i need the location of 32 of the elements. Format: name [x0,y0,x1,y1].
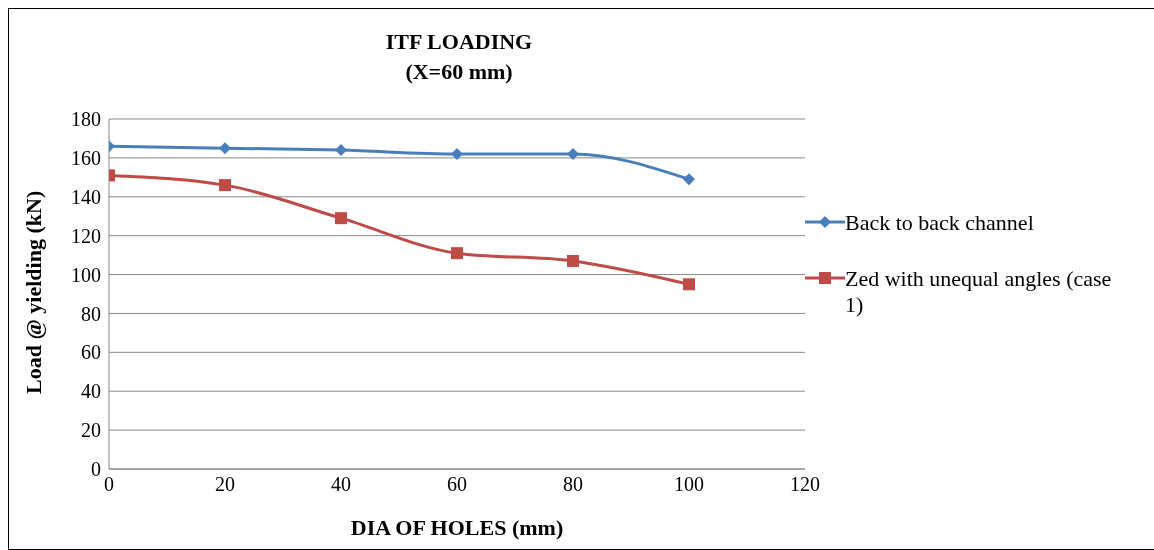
point [683,173,695,186]
chart-subtitle: (X=60 mm) [404,58,514,86]
point [567,148,579,160]
x-tick-label: 80 [563,473,583,496]
point [219,179,231,192]
y-tick-label: 60 [81,341,101,364]
point [683,278,695,291]
chart-title: ITF LOADING [384,28,534,56]
point [451,247,463,260]
x-tick-label: 20 [215,473,235,496]
point [451,148,463,160]
x-tick-label: 120 [790,473,820,496]
y-tick-label: 80 [81,302,101,325]
y-tick-label: 20 [81,419,101,442]
legend-label: Back to back channel [845,210,1034,236]
y-axis-title: Load @ yielding (kN) [20,190,46,394]
y-tick-label: 140 [71,185,101,208]
legend-label: Zed with unequal angles (case 1) [845,266,1113,318]
point [335,144,347,157]
x-tick-label: 100 [674,473,704,496]
point [219,142,231,155]
x-tick-label: 40 [331,473,351,496]
y-tick-label: 100 [71,263,101,286]
point [567,254,579,267]
y-tick-label: 0 [91,458,101,481]
x-tick-label: 60 [447,473,467,496]
x-axis-title: DIA OF HOLES (mm) [350,515,564,540]
y-tick-label: 40 [81,380,101,403]
y-tick-label: 160 [71,146,101,169]
point [335,212,347,225]
y-tick-label: 120 [71,224,101,247]
y-tick-label: 180 [71,108,101,131]
